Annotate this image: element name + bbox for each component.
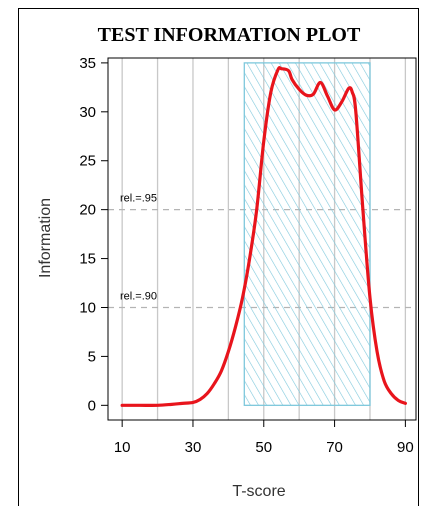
figure-frame [18, 8, 419, 506]
x-tick-label-10: 10 [114, 439, 131, 456]
x-tick-label-50: 50 [255, 439, 272, 456]
y-axis-label: Information [37, 198, 54, 278]
y-tick-label-30: 30 [79, 104, 96, 121]
series-line-0 [120, 66, 407, 407]
plot-area-border [107, 57, 417, 421]
x-axis-label: T-score [232, 483, 285, 500]
reference-label-0: rel.=.95 [120, 193, 157, 205]
shaded-region [243, 62, 371, 406]
y-tick-label-0: 0 [88, 397, 96, 414]
y-tick-label-35: 35 [79, 55, 96, 72]
y-tick-label-20: 20 [79, 202, 96, 219]
y-tick-label-15: 15 [79, 251, 96, 268]
y-tick-label-10: 10 [79, 299, 96, 316]
x-tick-label-70: 70 [326, 439, 343, 456]
series-layer [120, 66, 407, 407]
x-tick-label-90: 90 [397, 439, 414, 456]
x-tick-label-30: 30 [185, 439, 202, 456]
tick-layer: 10 30 50 70 90 0 5 10 15 20 25 30 35 [79, 55, 413, 456]
reference-label-1: rel.=.90 [120, 290, 157, 302]
y-tick-label-25: 25 [79, 153, 96, 170]
chart-title: TEST INFORMATION PLOT [98, 24, 361, 46]
shaded-region-layer [243, 62, 371, 406]
y-tick-label-5: 5 [88, 348, 96, 365]
